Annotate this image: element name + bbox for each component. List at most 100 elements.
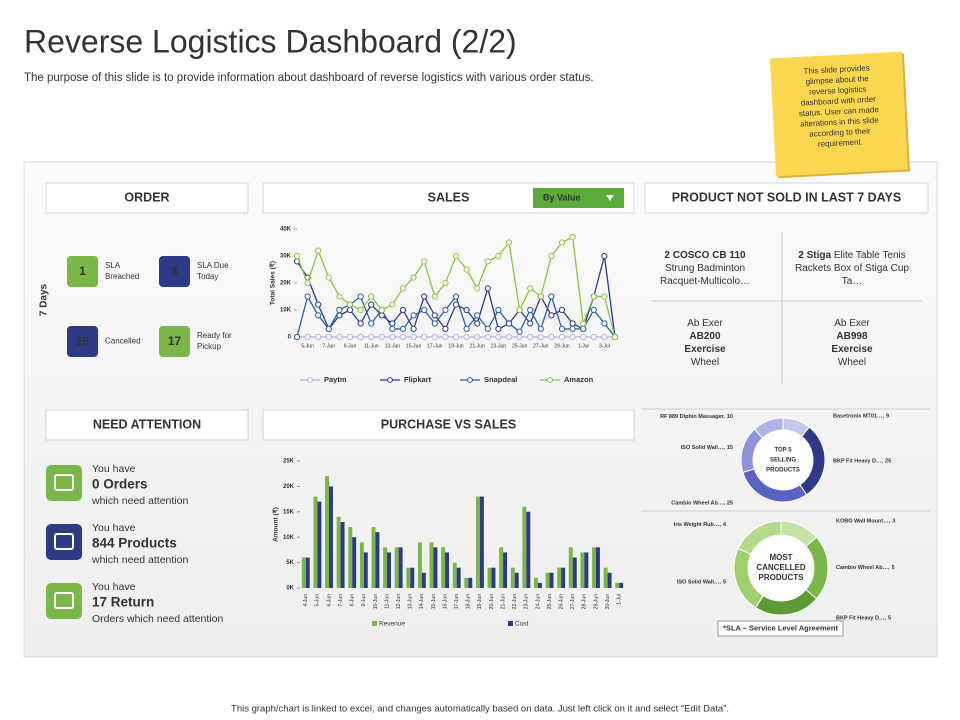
attention-suffix: which need attention xyxy=(91,495,188,507)
order-badge xyxy=(67,256,98,287)
point xyxy=(474,333,481,341)
bar xyxy=(584,552,589,588)
bar xyxy=(603,567,608,588)
point xyxy=(569,320,576,327)
x-tick-label: 29-Jun xyxy=(554,343,570,349)
point xyxy=(580,325,587,332)
note-paper xyxy=(769,51,908,177)
slice-value: 5 xyxy=(892,565,895,571)
x-tick-label: 5-Jun xyxy=(315,594,321,607)
y-tick-label: 5K xyxy=(286,560,294,566)
point xyxy=(548,293,555,300)
bar xyxy=(561,567,566,588)
point xyxy=(442,279,449,287)
point xyxy=(537,325,544,332)
slice-label: Cambio Wheel Ab…, 25 xyxy=(671,501,733,507)
point xyxy=(336,333,343,341)
point xyxy=(484,325,491,332)
point xyxy=(336,293,343,300)
bar xyxy=(313,496,318,588)
point xyxy=(357,320,364,327)
point xyxy=(505,333,513,341)
point xyxy=(293,333,301,341)
bar xyxy=(317,501,322,588)
slice-label: ISO Solid Wall…, 5 xyxy=(677,580,726,586)
point xyxy=(315,301,322,308)
point xyxy=(421,258,428,265)
bar xyxy=(406,567,411,588)
point xyxy=(442,306,449,314)
y-tick-label: 20K xyxy=(280,281,292,287)
bar xyxy=(383,547,388,588)
point xyxy=(315,247,322,254)
slice-name: Cambio Wheel Ab…, xyxy=(836,565,890,571)
attention-prefix: You have xyxy=(92,522,136,534)
note-text: alterations in this slide xyxy=(800,116,880,129)
x-tick-label: 5-Jun xyxy=(301,343,314,349)
x-tick-label: 9-Jun xyxy=(361,594,367,607)
point xyxy=(558,333,566,341)
x-tick-label: 1-Jul xyxy=(617,594,623,605)
bar xyxy=(359,542,364,588)
product-line: Ab Exer xyxy=(687,318,723,329)
product-text: Ab Exer xyxy=(834,318,870,329)
panel-title: NEED ATTENTION xyxy=(93,417,201,431)
product-line: 2 COSCO CB 110 xyxy=(664,250,746,261)
point xyxy=(293,252,301,260)
point xyxy=(537,333,544,341)
slice-label: Basetronix MT01…, 9 xyxy=(833,414,889,420)
point xyxy=(410,325,417,332)
donut-center: CANCELLED xyxy=(756,563,806,572)
y-tick-label: 10K xyxy=(283,535,295,541)
order-label: Pickup xyxy=(197,342,222,351)
slice-value: 25 xyxy=(727,501,733,507)
bar xyxy=(619,582,624,588)
product-text: Racquet-Multicolo… xyxy=(660,276,750,287)
point xyxy=(580,333,587,341)
bar xyxy=(410,567,415,588)
point xyxy=(516,306,523,314)
donut-slice xyxy=(737,520,782,555)
order-label: Today xyxy=(197,272,218,281)
point xyxy=(346,306,354,314)
point xyxy=(463,333,470,341)
filter-label: By Value xyxy=(543,192,581,202)
x-tick-label: 11-Jun xyxy=(364,343,379,349)
x-tick-label: 23-Jun xyxy=(491,343,507,349)
point xyxy=(431,293,438,300)
point xyxy=(346,301,354,308)
slice-value: 4 xyxy=(723,523,727,529)
icon-glyph xyxy=(54,533,74,550)
x-tick-label: 6-Jun xyxy=(326,594,332,607)
order-badge xyxy=(159,326,190,357)
x-tick-label: 25-Jun xyxy=(547,594,553,610)
panel-header xyxy=(45,409,249,441)
x-tick-label: 21-Jun xyxy=(470,343,486,349)
x-tick-label: 24-Jun xyxy=(535,594,541,610)
note-text: according to their xyxy=(809,126,871,138)
point xyxy=(527,320,534,327)
point xyxy=(463,266,470,273)
legend-marker xyxy=(387,377,393,383)
point xyxy=(590,333,597,341)
point xyxy=(315,333,322,341)
point xyxy=(378,306,385,314)
point xyxy=(357,333,364,341)
x-tick-label: 25-Jun xyxy=(512,343,528,349)
point xyxy=(378,333,385,341)
x-tick-label: 17-Jun xyxy=(454,594,460,610)
attention-icon xyxy=(46,465,82,501)
point xyxy=(527,285,534,292)
y-axis-label: Amount (₹) xyxy=(272,507,280,542)
legend-swatch xyxy=(372,621,377,626)
point xyxy=(452,293,460,300)
bar xyxy=(305,557,310,588)
point xyxy=(357,306,364,314)
x-tick-label: 11-Jun xyxy=(384,594,390,609)
slice-label: BKP Fit Heavy D…, 5 xyxy=(836,616,891,622)
x-tick-label: 3-Jul xyxy=(599,343,610,349)
slice-label: Iris Weight Rub…, 4 xyxy=(674,523,727,529)
x-tick-label: 14-Jun xyxy=(419,594,425,610)
y-tick-label: 0K xyxy=(286,586,294,592)
